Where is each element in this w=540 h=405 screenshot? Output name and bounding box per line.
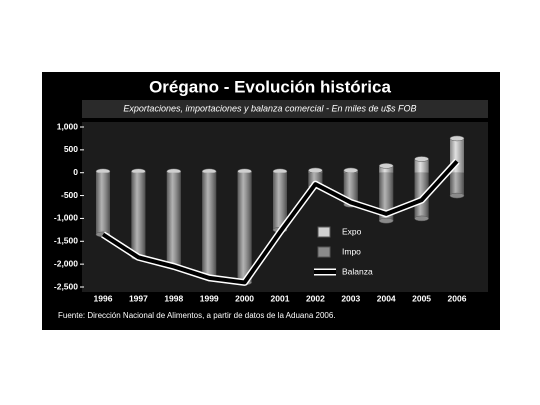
bar-shade — [202, 172, 217, 278]
x-tick-label: 1997 — [129, 293, 148, 303]
x-tick-label: 2002 — [306, 293, 325, 303]
bar-cap — [308, 167, 323, 174]
chart-subtitle: Exportaciones, importaciones y balanza c… — [123, 103, 416, 113]
bar-shade — [414, 159, 429, 173]
x-tick-label: 1996 — [94, 293, 113, 303]
bar-cap — [343, 167, 359, 174]
x-tick-label: 2000 — [235, 293, 254, 303]
x-tick-label: 2004 — [377, 293, 396, 303]
legend-label: Expo — [342, 226, 362, 236]
x-tick-label: 2006 — [448, 293, 467, 303]
source-note: Fuente: Dirección Nacional de Alimentos,… — [58, 311, 336, 320]
y-tick-label: -2,000 — [54, 258, 78, 268]
legend-swatch — [317, 246, 331, 258]
bar-shade — [379, 165, 394, 173]
y-tick-label: -500 — [61, 190, 78, 200]
bar-shade — [96, 172, 110, 235]
bar-cap — [449, 135, 465, 142]
x-tick-label: 2005 — [412, 293, 431, 303]
y-tick-label: -1,500 — [54, 236, 78, 246]
legend-swatch — [317, 226, 331, 238]
bar-cap — [414, 215, 429, 222]
bar-cap — [378, 163, 394, 169]
bar-shade — [166, 172, 181, 267]
y-tick-label: 1,000 — [57, 121, 79, 131]
bar-shade — [237, 172, 252, 283]
y-tick-label: -2,500 — [54, 281, 78, 291]
bar-shade — [131, 172, 146, 258]
x-tick-label: 1999 — [200, 293, 219, 303]
bar-cap — [414, 156, 429, 162]
line — [101, 159, 459, 285]
x-tick-label: 1998 — [164, 293, 183, 303]
bar-shade — [379, 172, 394, 221]
bar-cap — [378, 217, 394, 224]
y-tick-label: 500 — [64, 144, 78, 154]
bar-shade — [273, 172, 287, 230]
y-tick-label: 0 — [73, 167, 78, 177]
bar-shade — [450, 172, 464, 196]
chart-title: Orégano - Evolución histórica — [149, 77, 391, 96]
subtitle-band — [82, 100, 488, 118]
legend-label: Impo — [342, 246, 361, 256]
y-tick-label: -1,000 — [54, 213, 78, 223]
legend-label: Balanza — [342, 266, 373, 276]
x-tick-label: 2001 — [271, 293, 290, 303]
x-tick-label: 2003 — [341, 293, 360, 303]
bar-cap — [449, 192, 465, 199]
